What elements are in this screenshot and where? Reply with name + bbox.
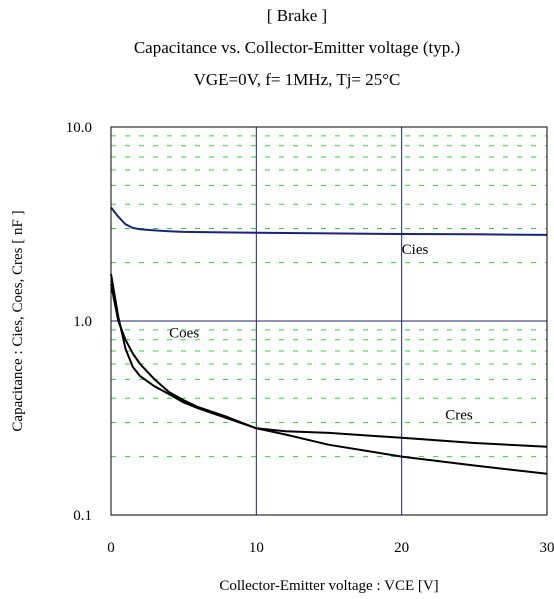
series-line-coes [110,283,548,448]
chart-title: [ Brake ] [266,6,328,25]
grid [111,127,547,515]
plot-frame [110,126,548,516]
x-tick-label: 30 [540,540,554,556]
series-annotation: Cres [445,407,473,423]
annotations: Cies Coes Cres [169,242,473,423]
y-tick-label: 1.0 [73,314,92,330]
x-tick-label: 0 [107,540,115,556]
x-axis-label: Collector-Emitter voltage : VCE [V] [219,578,438,594]
x-tick-label: 10 [249,540,264,556]
tick-labels: 0 10 20 30 0.1 1.0 10.0 [66,120,554,556]
y-tick-label: 10.0 [66,120,92,136]
y-axis-label: Capacitance : Cies, Coes, Cres [ nF ] [10,210,26,431]
series-line-cies [110,206,548,236]
x-tick-label: 20 [394,540,409,556]
chart-subtitle: Capacitance vs. Collector-Emitter voltag… [133,38,461,57]
series-annotation: Coes [169,326,199,342]
chart-conditions: VGE=0V, f= 1MHz, Tj= 25°C [193,70,401,89]
y-tick-label: 0.1 [73,508,92,524]
series-lines [110,206,548,475]
series-annotation: Cies [402,242,429,258]
series-line-cres [110,273,548,475]
